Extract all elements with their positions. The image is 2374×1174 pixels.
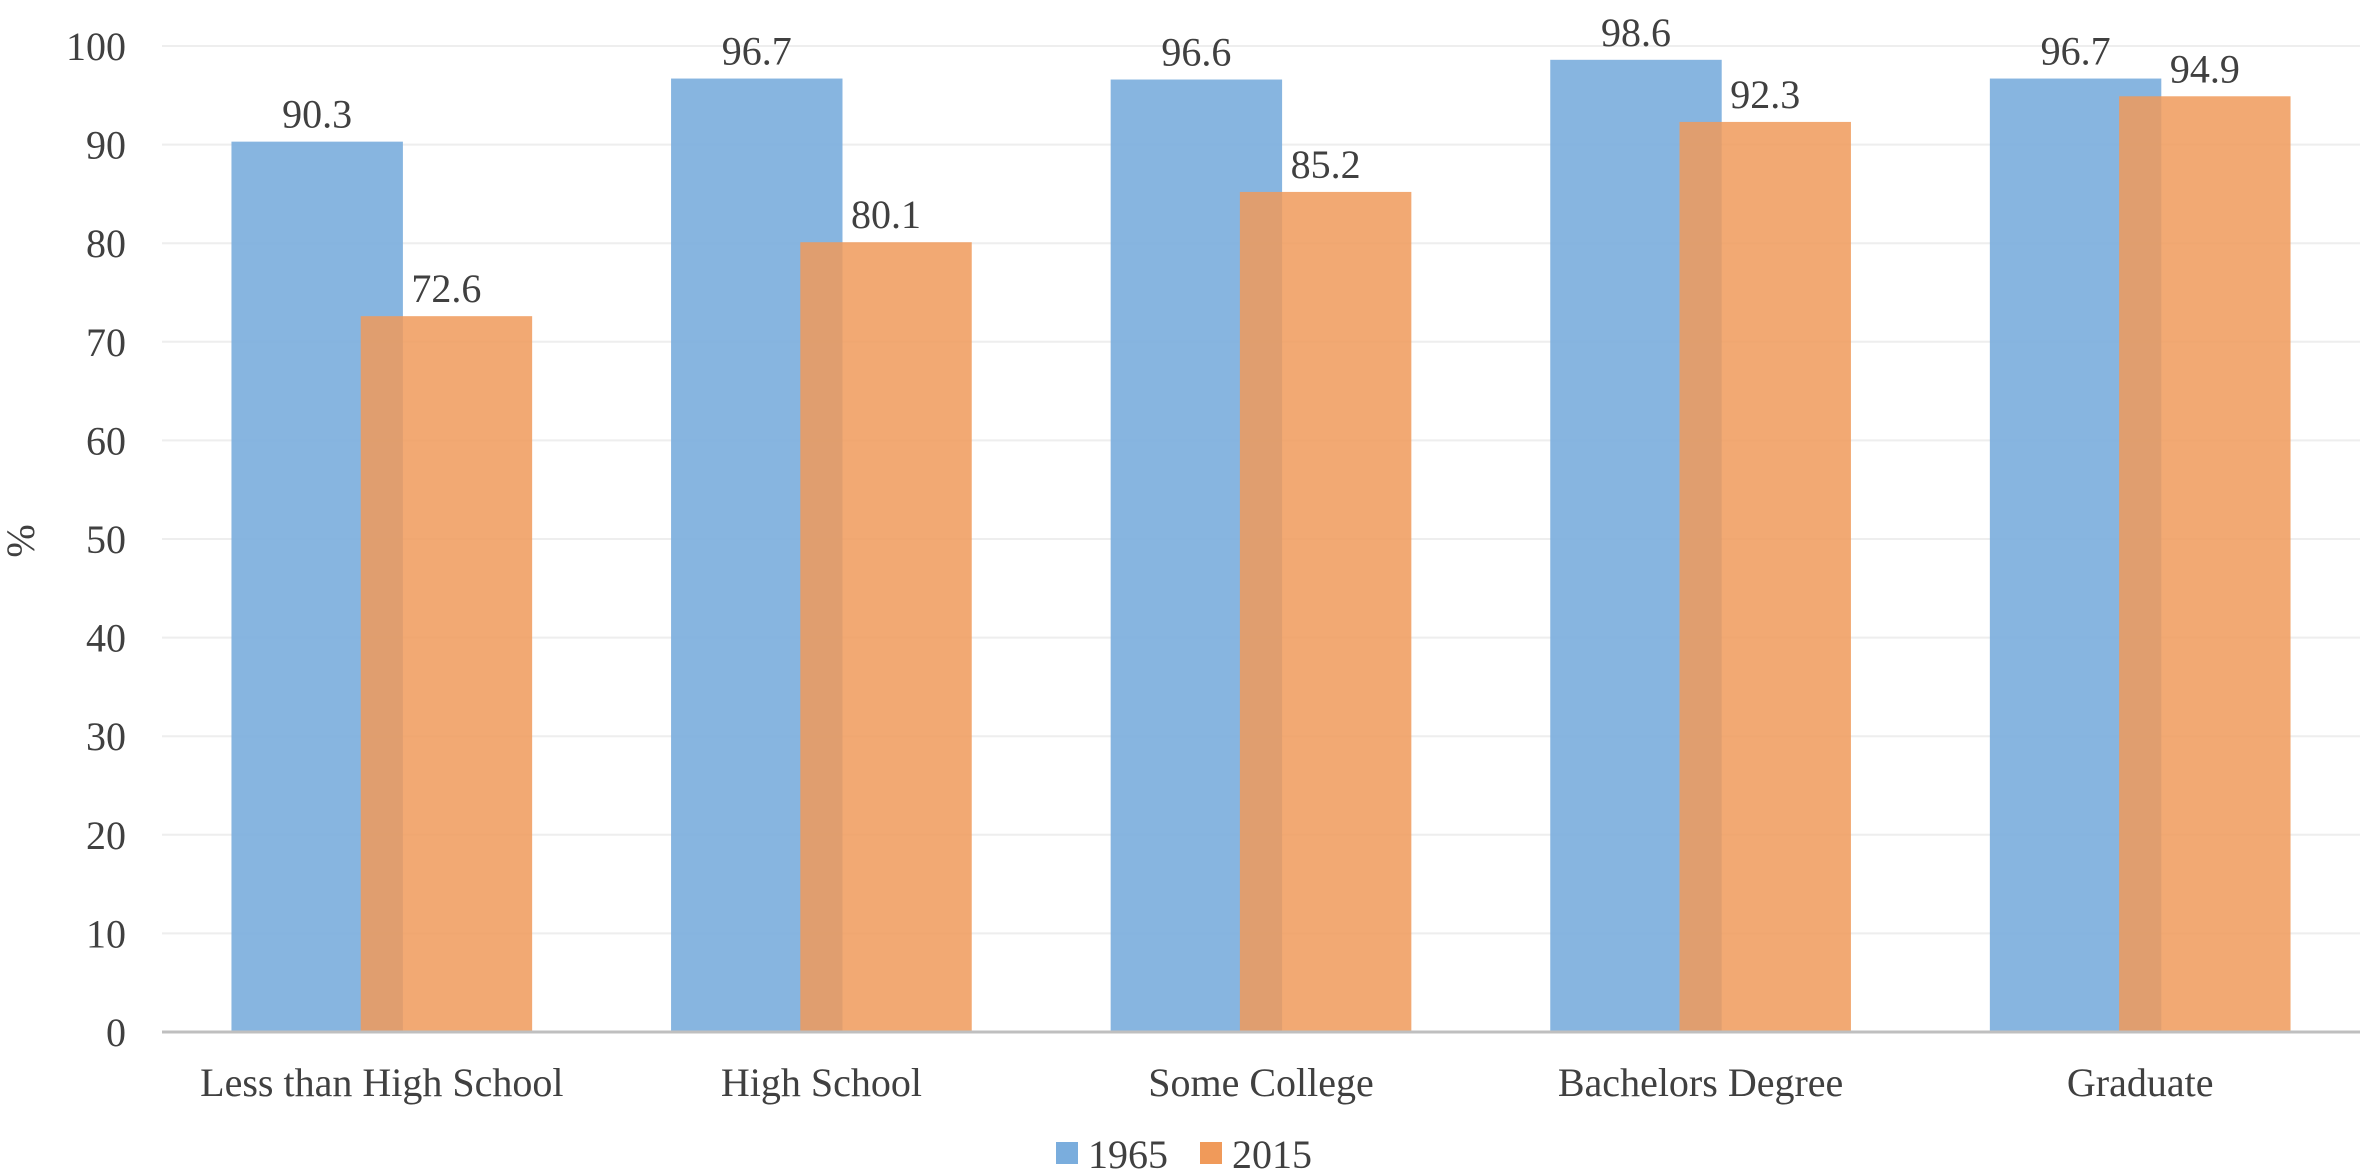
bar-2015 (360, 316, 533, 1032)
y-axis-ticks: 0 10 20 30 40 50 60 70 80 90 100 (66, 24, 126, 1055)
bar-2015 (2119, 96, 2291, 1032)
y-tick-label: 80 (86, 221, 126, 266)
data-label: 96.6 (1161, 30, 1231, 75)
data-label: 94.9 (2170, 46, 2240, 91)
y-tick-label: 20 (86, 813, 126, 858)
y-tick-label: 100 (66, 24, 126, 69)
y-tick-label: 10 (86, 911, 126, 956)
x-category-label: High School (721, 1060, 922, 1105)
y-tick-label: 90 (86, 123, 126, 168)
y-tick-label: 70 (86, 320, 126, 365)
legend-swatch-2015 (1200, 1142, 1222, 1164)
bars (231, 59, 2291, 1033)
data-label: 96.7 (2041, 29, 2111, 74)
bar-2015 (800, 242, 972, 1033)
legend: 1965 2015 (1056, 1132, 1312, 1174)
bar-2015 (1239, 191, 1412, 1033)
legend-label: 1965 (1088, 1132, 1168, 1174)
legend-swatch-1965 (1056, 1142, 1078, 1164)
bar-2015 (1679, 121, 1851, 1032)
data-label: 98.6 (1601, 10, 1671, 55)
data-labels: 90.3 72.6 96.7 80.1 96.6 85.2 98.6 92.3 96.7 94.9 (282, 10, 2240, 311)
data-label: 80.1 (851, 192, 921, 237)
data-label: 92.3 (1730, 72, 1800, 117)
data-label: 90.3 (282, 92, 352, 137)
x-category-label: Some College (1148, 1060, 1374, 1105)
y-tick-label: 50 (86, 517, 126, 562)
data-label: 85.2 (1291, 142, 1361, 187)
x-category-label: Graduate (2067, 1060, 2214, 1105)
y-tick-label: 60 (86, 418, 126, 463)
legend-label: 2015 (1232, 1132, 1312, 1174)
x-axis-categories: Less than High School High School Some Col… (200, 1060, 2213, 1105)
y-tick-label: 0 (106, 1010, 126, 1055)
y-tick-label: 40 (86, 616, 126, 661)
x-category-label: Bachelors Degree (1558, 1060, 1843, 1105)
x-category-label: Less than High School (200, 1060, 563, 1105)
y-tick-label: 30 (86, 714, 126, 759)
data-label: 72.6 (411, 266, 481, 311)
y-axis-title: % (0, 524, 43, 557)
data-label: 96.7 (722, 29, 792, 74)
